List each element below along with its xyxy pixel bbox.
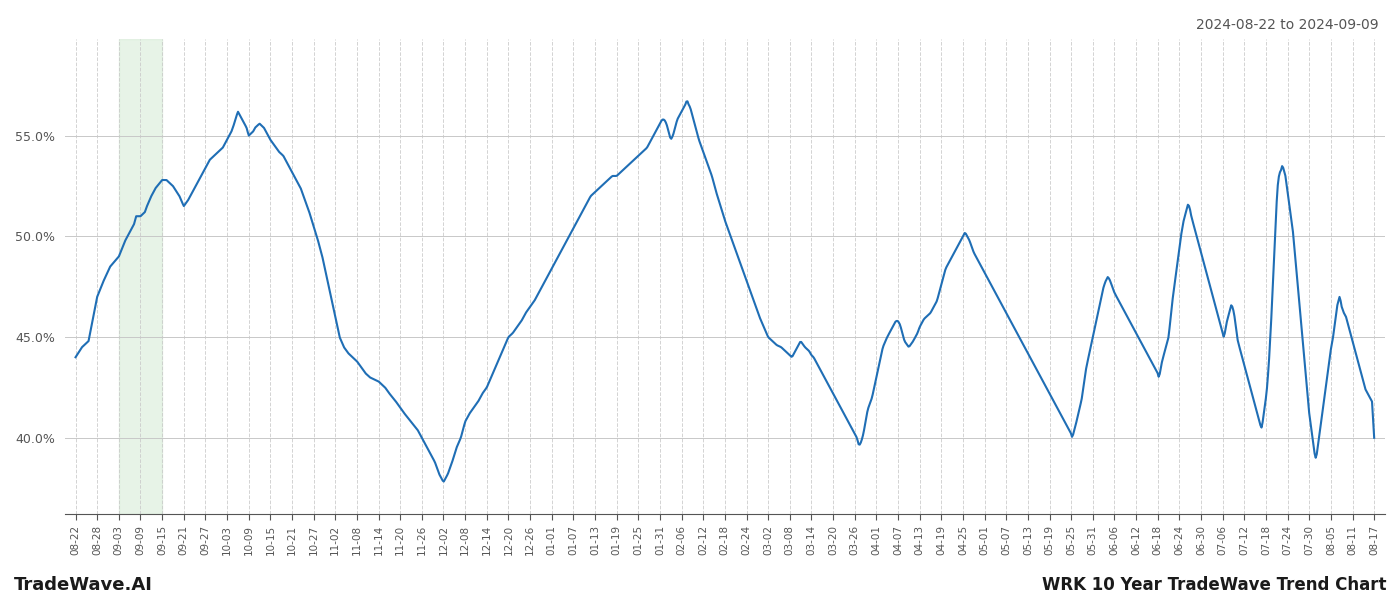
Text: 2024-08-22 to 2024-09-09: 2024-08-22 to 2024-09-09 <box>1197 18 1379 32</box>
Bar <box>119 39 162 514</box>
Text: TradeWave.AI: TradeWave.AI <box>14 576 153 594</box>
Text: WRK 10 Year TradeWave Trend Chart: WRK 10 Year TradeWave Trend Chart <box>1042 576 1386 594</box>
